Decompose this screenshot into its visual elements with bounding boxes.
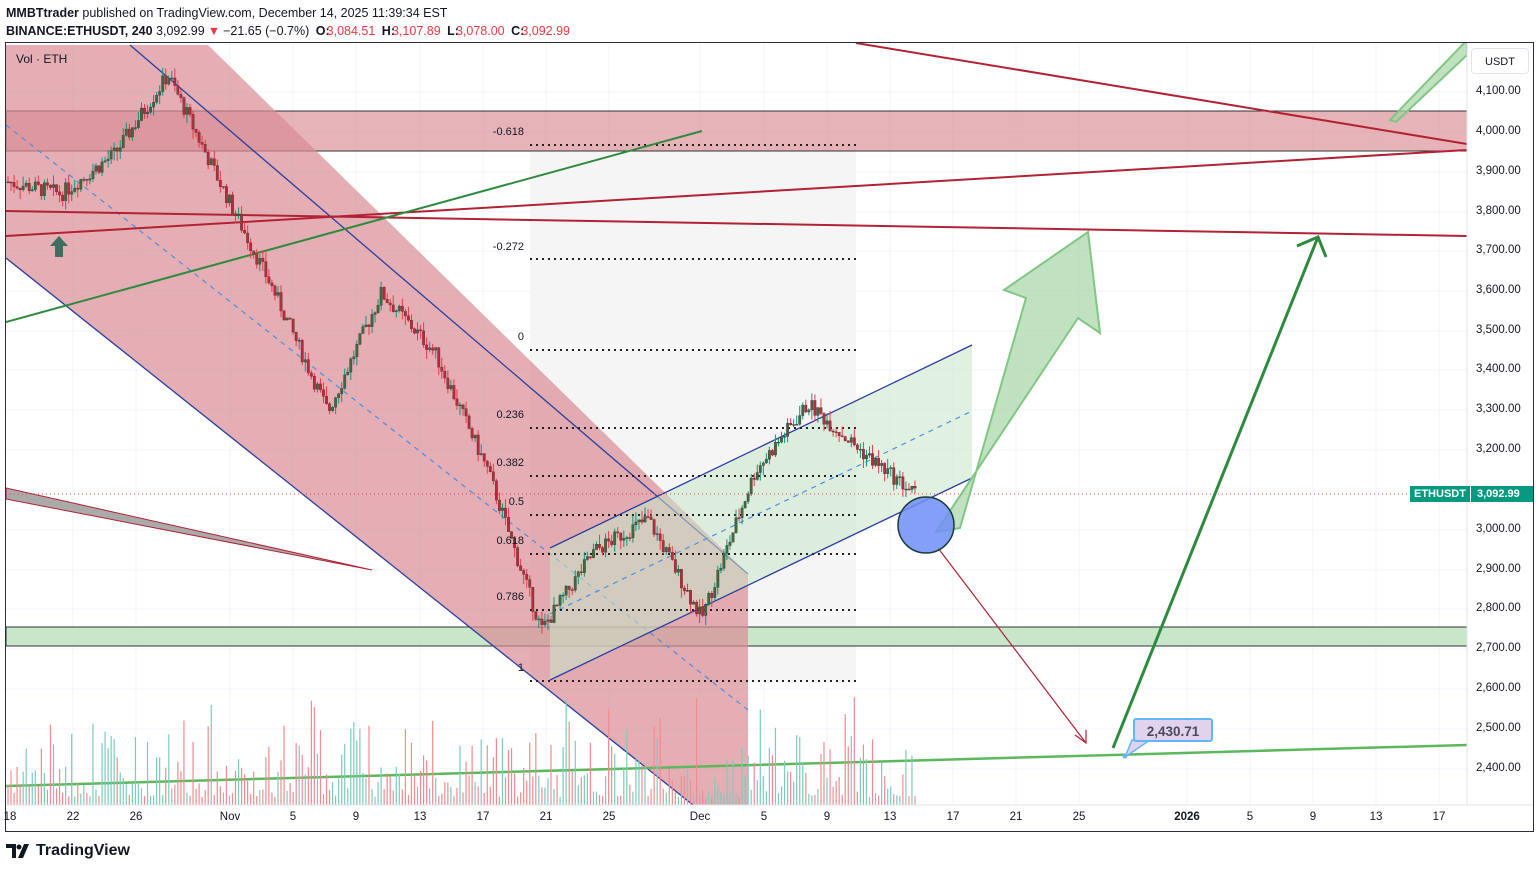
- x-tick: 9: [1309, 811, 1317, 823]
- descending-trendline: [855, 43, 1467, 145]
- x-tick: 9: [823, 811, 831, 823]
- price-tag-symbol: ETHUSDT: [1410, 486, 1470, 502]
- close-label: C:: [511, 24, 525, 38]
- wedge-line: [6, 487, 373, 571]
- y-tick: 2,900.00: [1476, 563, 1521, 575]
- x-tick: 5: [289, 811, 297, 823]
- x-tick: 21: [1009, 811, 1023, 823]
- x-tick: 25: [1072, 811, 1086, 823]
- fib-label: 0.618: [496, 535, 524, 547]
- bearish-arrow: [937, 547, 1087, 744]
- publish-line: MMBTtrader published on TradingView.com,…: [6, 4, 573, 22]
- x-tick: 17: [476, 811, 490, 823]
- y-tick: 3,700.00: [1476, 244, 1521, 256]
- y-tick: 3,400.00: [1476, 363, 1521, 375]
- x-tick: 25: [602, 811, 616, 823]
- y-tick: 2,700.00: [1476, 642, 1521, 654]
- last-price: 3,092.99: [156, 24, 205, 38]
- y-tick: 2,400.00: [1476, 762, 1521, 774]
- close-value: 3,092.99: [521, 24, 570, 38]
- y-tick: 4,100.00: [1476, 85, 1521, 97]
- y-tick: 3,200.00: [1476, 443, 1521, 455]
- x-tick: 18: [3, 811, 17, 823]
- low-label: L:: [447, 24, 459, 38]
- x-tick: 5: [760, 811, 768, 823]
- open-value: 3,084.51: [326, 24, 376, 38]
- green-trendline: [6, 130, 703, 323]
- fib-label: -0.618: [492, 126, 524, 138]
- x-tick: 22: [66, 811, 80, 823]
- candles: [6, 67, 917, 634]
- x-tick: Nov: [219, 811, 241, 823]
- low-value: 3,078.00: [455, 24, 505, 38]
- x-tick: 5: [1246, 811, 1254, 823]
- chart-header: MMBTtrader published on TradingView.com,…: [6, 4, 573, 40]
- fib-label: 0.236: [496, 409, 524, 421]
- high-label: H:: [381, 24, 395, 38]
- down-arrow-icon: ▼: [207, 24, 221, 38]
- x-tick: 26: [129, 811, 143, 823]
- fib-label: 0.5: [508, 496, 524, 508]
- open-label: O:: [315, 24, 330, 38]
- tradingview-brand[interactable]: TradingView: [6, 842, 130, 860]
- volume-indicator-label[interactable]: Vol · ETH: [16, 52, 68, 66]
- x-tick: 21: [539, 811, 553, 823]
- x-tick: 17: [946, 811, 960, 823]
- fib-label: -0.272: [492, 241, 524, 253]
- chart-pane[interactable]: [5, 42, 1534, 832]
- up-arrow-icon: [50, 236, 68, 257]
- price-change: −21.65 (−0.7%): [223, 24, 310, 38]
- volume-bars: [7, 697, 916, 805]
- y-tick: 3,900.00: [1476, 165, 1521, 177]
- y-tick: 3,000.00: [1476, 523, 1521, 535]
- tradingview-logo-icon: [6, 844, 29, 858]
- fib-label: 0.786: [496, 591, 524, 603]
- x-tick: 2026: [1174, 811, 1200, 823]
- publisher-name[interactable]: MMBTtrader: [6, 6, 79, 20]
- currency-unit-button[interactable]: USDT: [1471, 48, 1529, 74]
- y-tick: 2,500.00: [1476, 722, 1521, 734]
- last-price-tag: ETHUSDT 3,092.99: [1410, 486, 1533, 502]
- x-tick: 17: [1432, 811, 1446, 823]
- y-tick: 3,500.00: [1476, 324, 1521, 336]
- x-tick: 13: [1369, 811, 1383, 823]
- fib-label: 0: [517, 331, 524, 343]
- fib-label: 1: [517, 662, 524, 674]
- y-tick: 3,300.00: [1476, 403, 1521, 415]
- y-tick: 2,600.00: [1476, 682, 1521, 694]
- y-tick: 3,600.00: [1476, 284, 1521, 296]
- fib-label: 0.382: [496, 457, 524, 469]
- long-term-support: [6, 743, 1467, 788]
- price-tag-value: 3,092.99: [1470, 486, 1533, 502]
- x-tick: Dec: [689, 811, 711, 823]
- ohlc-line: BINANCE:ETHUSDT, 240 3,092.99 ▼ −21.65 (−0…: [6, 22, 573, 40]
- brand-name: TradingView: [36, 842, 130, 859]
- y-tick: 4,000.00: [1476, 125, 1521, 137]
- resistance-trendline: [6, 210, 1467, 237]
- bullish-projection-arrow: [933, 230, 1102, 534]
- rising-trendline: [6, 149, 1467, 237]
- x-tick: 13: [413, 811, 427, 823]
- y-tick: 3,800.00: [1476, 205, 1521, 217]
- target-price-callout[interactable]: 2,430.71: [1133, 718, 1213, 742]
- high-value: 3,107.89: [392, 24, 441, 38]
- x-tick: 13: [883, 811, 897, 823]
- publish-info: published on TradingView.com, December 1…: [78, 6, 448, 20]
- x-tick: 9: [352, 811, 360, 823]
- buy-zone-circle: [897, 496, 955, 554]
- y-tick: 2,800.00: [1476, 602, 1521, 614]
- symbol-label[interactable]: BINANCE:ETHUSDT, 240: [6, 24, 153, 38]
- bullish-arrow: [1111, 236, 1320, 749]
